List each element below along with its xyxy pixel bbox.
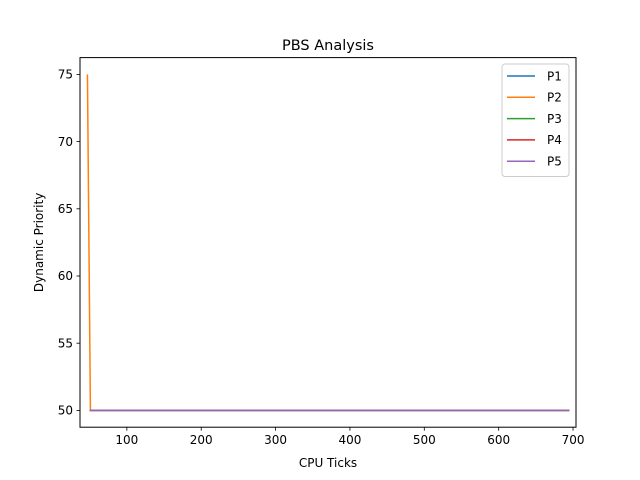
y-tick-label: 65: [58, 202, 73, 216]
legend-label-p1: P1: [547, 69, 562, 83]
legend-label-p5: P5: [547, 155, 562, 169]
y-tick-label: 75: [58, 68, 73, 82]
legend-box: [501, 63, 570, 177]
plot-frame: [79, 57, 577, 428]
x-tick-label: 400: [338, 433, 361, 447]
legend: P1 P2 P3 P4 P5: [501, 63, 570, 177]
x-axis: 100 200 300 400 500 600 700: [115, 427, 584, 447]
x-tick-label: 700: [562, 433, 585, 447]
y-tick-label: 50: [58, 404, 73, 418]
x-axis-label: CPU Ticks: [299, 456, 357, 470]
x-tick-label: 600: [487, 433, 510, 447]
legend-label-p4: P4: [547, 133, 562, 147]
x-tick-label: 300: [264, 433, 287, 447]
y-tick-label: 60: [58, 269, 73, 283]
chart-title: PBS Analysis: [282, 38, 374, 54]
series-line-p2: [86, 74, 570, 412]
x-tick-label: 100: [115, 433, 138, 447]
x-tick-label: 200: [190, 433, 213, 447]
legend-label-p3: P3: [547, 112, 562, 126]
y-tick-label: 70: [58, 135, 73, 149]
legend-label-p2: P2: [547, 91, 562, 105]
x-tick-label: 500: [413, 433, 436, 447]
y-axis: 50 55 60 65 70 75: [58, 68, 80, 418]
y-tick-label: 55: [58, 336, 73, 350]
y-axis-label: Dynamic Priority: [32, 193, 46, 292]
plot-lines: [86, 74, 570, 412]
